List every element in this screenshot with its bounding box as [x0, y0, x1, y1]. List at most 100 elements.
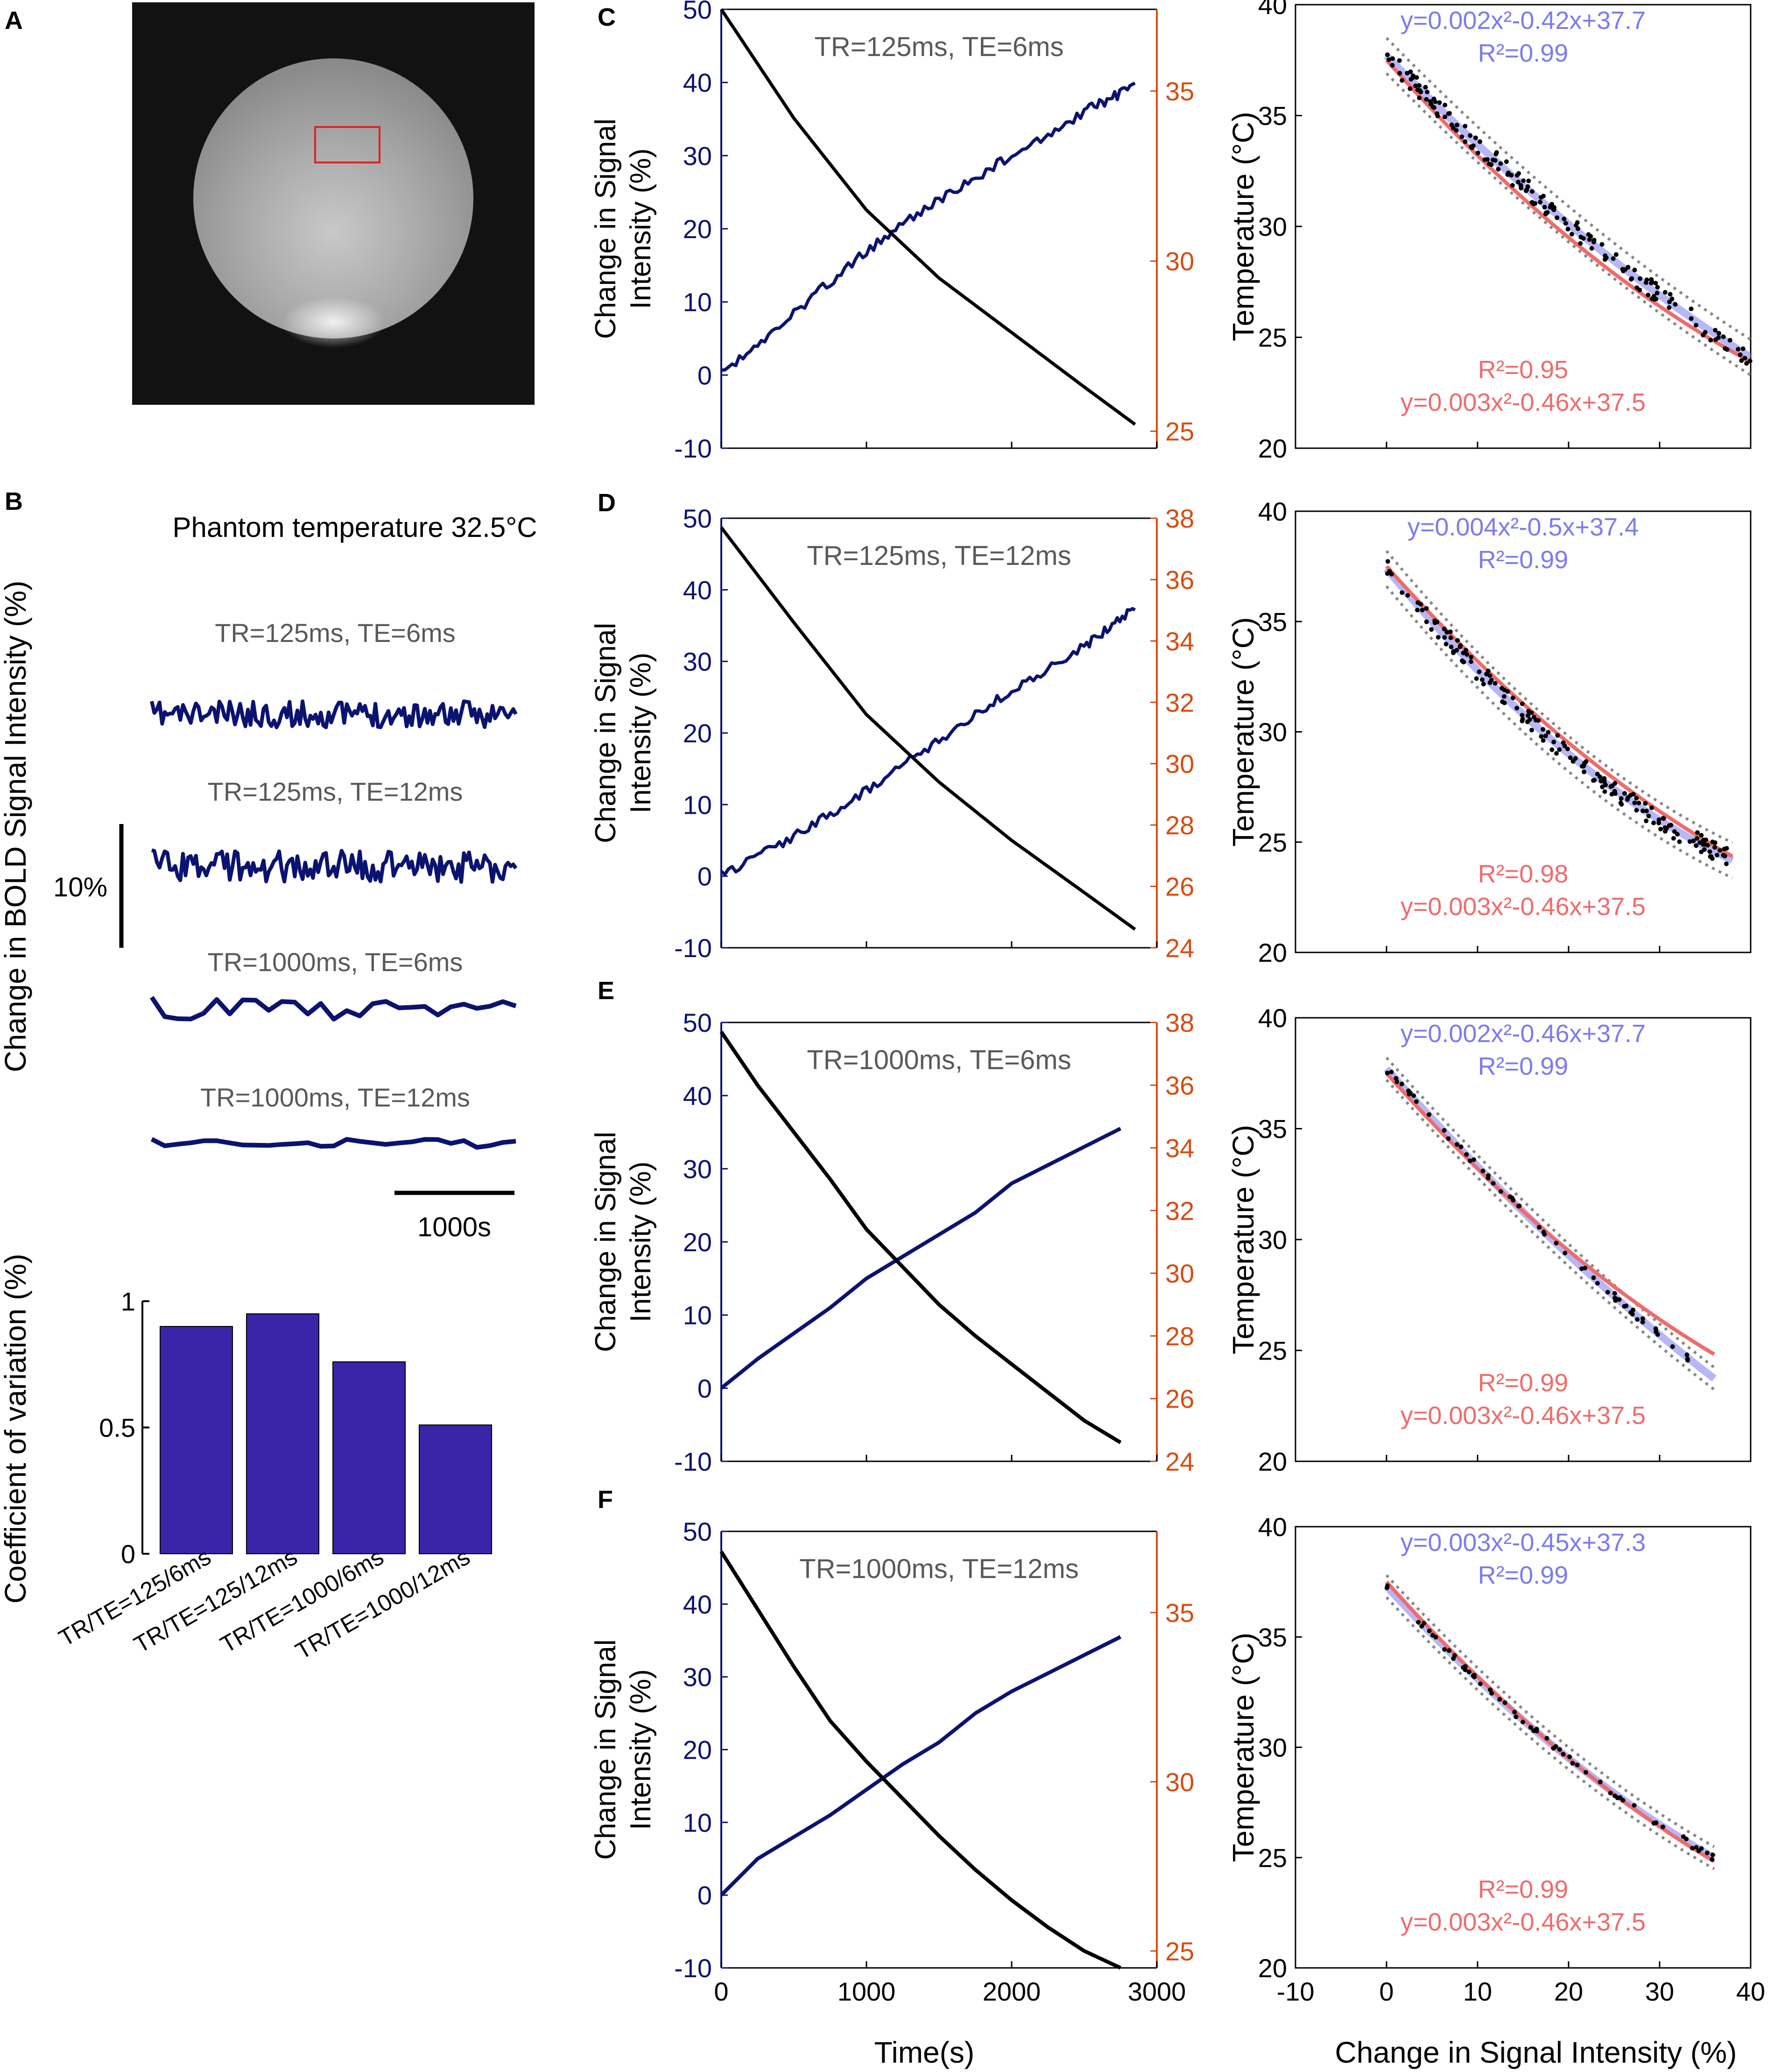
data-point: [1565, 747, 1570, 751]
data-point: [1464, 652, 1470, 657]
cal-y-tick-label: 30: [1258, 1225, 1287, 1254]
cv-bar: [246, 1313, 319, 1555]
cal-y-tick-label: 35: [1258, 1622, 1287, 1652]
confidence-band-lower: [1385, 1079, 1715, 1391]
data-point: [1530, 189, 1535, 194]
data-point: [1599, 242, 1605, 247]
data-point: [1526, 713, 1531, 718]
data-point: [1385, 52, 1390, 57]
data-point: [1661, 816, 1666, 821]
data-point: [1491, 1181, 1496, 1186]
tc-right-tick-label: 36: [1165, 1071, 1194, 1100]
signal-intensity-line: [720, 1127, 1122, 1390]
panel-b-traces: TR=125ms, TE=6ms TR=125ms, TE=12ms TR=10…: [149, 618, 518, 1150]
data-point: [1420, 607, 1425, 613]
data-point: [1413, 83, 1418, 88]
data-point: [1463, 139, 1468, 144]
fit-equation: y=0.004x²-0.5x+37.4: [1408, 513, 1639, 541]
data-point: [1684, 1352, 1690, 1357]
data-point: [1461, 659, 1466, 664]
reference-equation: y=0.003x²-0.46x+37.5: [1401, 388, 1646, 416]
confidence-band-upper: [1385, 1057, 1715, 1369]
data-point: [1473, 135, 1478, 141]
data-point: [1415, 607, 1420, 613]
cal-x-tick-label: 30: [1645, 1977, 1674, 2006]
data-point: [1504, 159, 1509, 164]
time-course-panel-e: -10 0 10 20 30 40 50 24 26 28 30 32 34 36 38 Change in …: [590, 1008, 1194, 1476]
data-point: [1710, 1857, 1715, 1862]
data-point: [1669, 296, 1675, 302]
data-fit-curve: [1384, 1066, 1717, 1382]
data-point: [1405, 70, 1410, 76]
data-point: [1485, 669, 1491, 674]
cal-x-tick-label: -10: [1277, 1977, 1315, 2006]
tc-right-tick-label: 28: [1165, 810, 1194, 840]
data-point: [1432, 620, 1437, 625]
tc-right-tick-label: 30: [1165, 749, 1194, 779]
data-point: [1466, 1670, 1471, 1674]
data-point: [1637, 288, 1642, 293]
tc-left-tick-label: -10: [674, 1447, 712, 1476]
data-point: [1605, 1290, 1610, 1295]
time-course-panel-c: -10 0 10 20 30 40 50 25 30 35 Change in Signal Inte…: [590, 0, 1194, 463]
cv-bar: [332, 1361, 406, 1555]
tc-left-tick-label: -10: [674, 933, 712, 963]
tc-right-tick-label: 24: [1165, 1447, 1194, 1476]
phantom-disk: [193, 58, 473, 338]
tc-right-tick-label: 32: [1165, 1196, 1194, 1226]
data-point: [1489, 677, 1494, 683]
data-point: [1738, 352, 1743, 357]
data-point: [1521, 1720, 1525, 1725]
temperature-line: [719, 1550, 1121, 1970]
data-point: [1613, 252, 1619, 257]
tc-title: TR=1000ms, TE=6ms: [807, 1045, 1071, 1075]
data-point: [1569, 232, 1574, 237]
time-xlabel: Time(s): [874, 2036, 974, 2069]
data-point: [1451, 650, 1456, 655]
data-point: [1546, 730, 1551, 735]
cv-ytick-label: 0: [121, 1539, 135, 1569]
data-point: [1624, 1304, 1629, 1308]
data-point: [1468, 133, 1473, 138]
data-point: [1695, 830, 1700, 835]
data-point: [1427, 1112, 1432, 1117]
tc-left-tick-label: 40: [683, 575, 712, 605]
fit-equation: y=0.002x²-0.46x+37.7: [1401, 1020, 1646, 1048]
data-point: [1526, 178, 1531, 183]
tc-right-tick-label: 24: [1165, 933, 1194, 963]
data-point: [1722, 846, 1727, 852]
data-point: [1418, 602, 1423, 607]
data-point: [1397, 58, 1402, 63]
cal-y-tick-label: 25: [1258, 1336, 1287, 1366]
data-point: [1541, 727, 1546, 732]
confidence-band-upper: [1385, 550, 1733, 844]
data-point: [1529, 200, 1535, 205]
data-point: [1459, 134, 1464, 139]
data-point: [1636, 800, 1641, 805]
data-point: [1591, 240, 1596, 245]
data-point: [1670, 1344, 1675, 1349]
scale-bar-y-label: 10%: [53, 872, 107, 902]
data-point: [1553, 1744, 1558, 1749]
data-point: [1586, 232, 1591, 237]
data-point: [1493, 151, 1499, 156]
signal-intensity-line: [720, 607, 1136, 876]
data-point: [1662, 290, 1668, 295]
data-point: [1701, 838, 1706, 843]
tc-left-tick-label: 50: [683, 1517, 712, 1546]
cal-xlabel: Change in Signal Intensity (%): [1335, 2036, 1737, 2069]
data-point: [1489, 162, 1494, 167]
data-point: [1640, 808, 1645, 813]
data-point: [1612, 1291, 1617, 1296]
data-point: [1552, 205, 1557, 210]
tc-right-tick-label: 28: [1165, 1321, 1194, 1351]
data-point: [1563, 221, 1568, 226]
data-point: [1507, 1194, 1513, 1199]
cal-y-tick-label: 25: [1258, 828, 1287, 857]
tc-left-tick-label: 0: [697, 360, 712, 390]
data-point: [1463, 124, 1468, 129]
reference-r2: R²=0.99: [1478, 1875, 1569, 1903]
tc-x-tick-label: 0: [714, 1977, 728, 2006]
cal-y-tick-label: 20: [1258, 434, 1287, 463]
tc-left-tick-label: 30: [683, 1663, 712, 1692]
